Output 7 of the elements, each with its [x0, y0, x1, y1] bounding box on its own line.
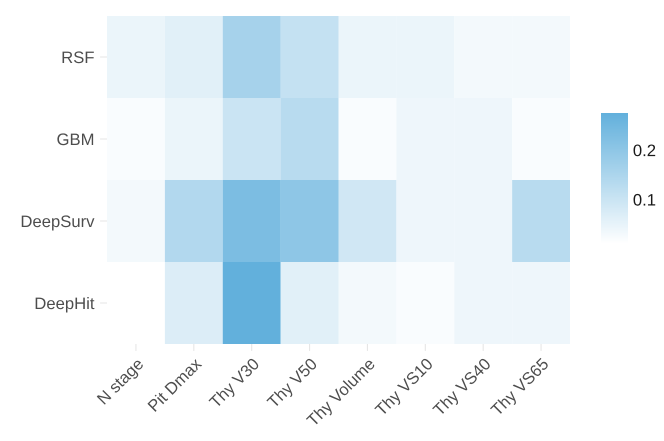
- x-tick-label: Thy V30: [208, 356, 262, 412]
- color-bar-label: 0.2: [634, 144, 656, 156]
- color-bar-label: 0.1: [634, 194, 656, 206]
- y-tick-label: DeepSurv: [22, 215, 94, 230]
- y-tick-label: DeepHit: [36, 296, 94, 312]
- y-tick-label: GBM: [57, 133, 94, 146]
- y-tick-label: RSF: [62, 51, 94, 64]
